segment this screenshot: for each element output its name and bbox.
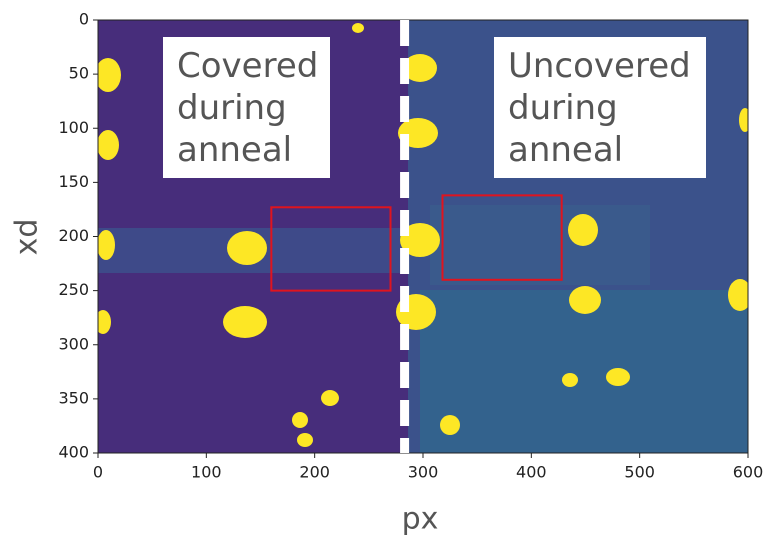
x-tick-label: 100 <box>191 463 222 482</box>
y-axis-label: xd <box>10 219 45 256</box>
x-tick-label: 300 <box>408 463 439 482</box>
x-tick-label: 500 <box>624 463 655 482</box>
y-tick-label: 200 <box>58 226 89 245</box>
y-tick-label: 350 <box>58 388 89 407</box>
annotation-text: anneal <box>177 130 292 170</box>
annotation-text: during <box>508 88 618 128</box>
x-axis-label: px <box>402 502 439 537</box>
annotation-text: Covered <box>177 46 318 86</box>
annotation-box <box>163 37 330 178</box>
y-tick-label: 150 <box>58 172 89 191</box>
y-tick-label: 100 <box>58 118 89 137</box>
region-box <box>270 206 392 292</box>
y-tick-label: 50 <box>69 64 89 83</box>
annotation-box <box>494 37 706 178</box>
annotation-text: anneal <box>508 130 623 170</box>
x-tick-label: 600 <box>733 463 764 482</box>
y-tick-label: 300 <box>58 334 89 353</box>
annotation-text: Uncovered <box>508 46 691 86</box>
annotation-text: during <box>177 88 287 128</box>
x-tick-label: 400 <box>516 463 547 482</box>
x-tick-label: 200 <box>299 463 330 482</box>
x-tick-label: 0 <box>93 463 103 482</box>
y-tick-label: 0 <box>79 10 89 29</box>
region-box <box>441 194 563 281</box>
y-tick-label: 400 <box>58 443 89 462</box>
y-tick-label: 250 <box>58 280 89 299</box>
